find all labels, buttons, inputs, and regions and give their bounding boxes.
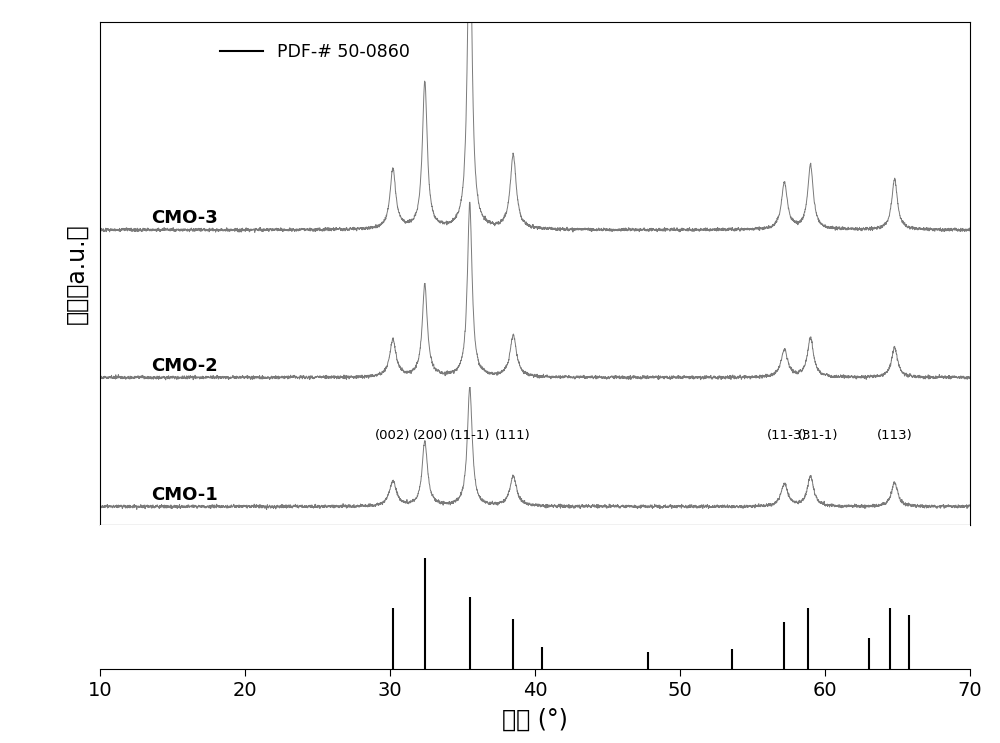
Legend: PDF-# 50-0860: PDF-# 50-0860 <box>213 36 417 68</box>
Text: CMO-3: CMO-3 <box>151 210 218 227</box>
Text: (113): (113) <box>877 429 912 442</box>
Text: CMO-2: CMO-2 <box>151 357 218 375</box>
X-axis label: 角度 (°): 角度 (°) <box>502 708 568 732</box>
Text: (31-1): (31-1) <box>798 429 838 442</box>
Text: (111): (111) <box>495 429 531 442</box>
Text: (11-3): (11-3) <box>767 429 808 442</box>
Y-axis label: 强度（a.u.）: 强度（a.u.） <box>65 224 89 324</box>
Text: CMO-1: CMO-1 <box>151 486 218 504</box>
Text: (200): (200) <box>413 429 448 442</box>
Text: (11-1): (11-1) <box>450 429 490 442</box>
Text: (002): (002) <box>375 429 411 442</box>
